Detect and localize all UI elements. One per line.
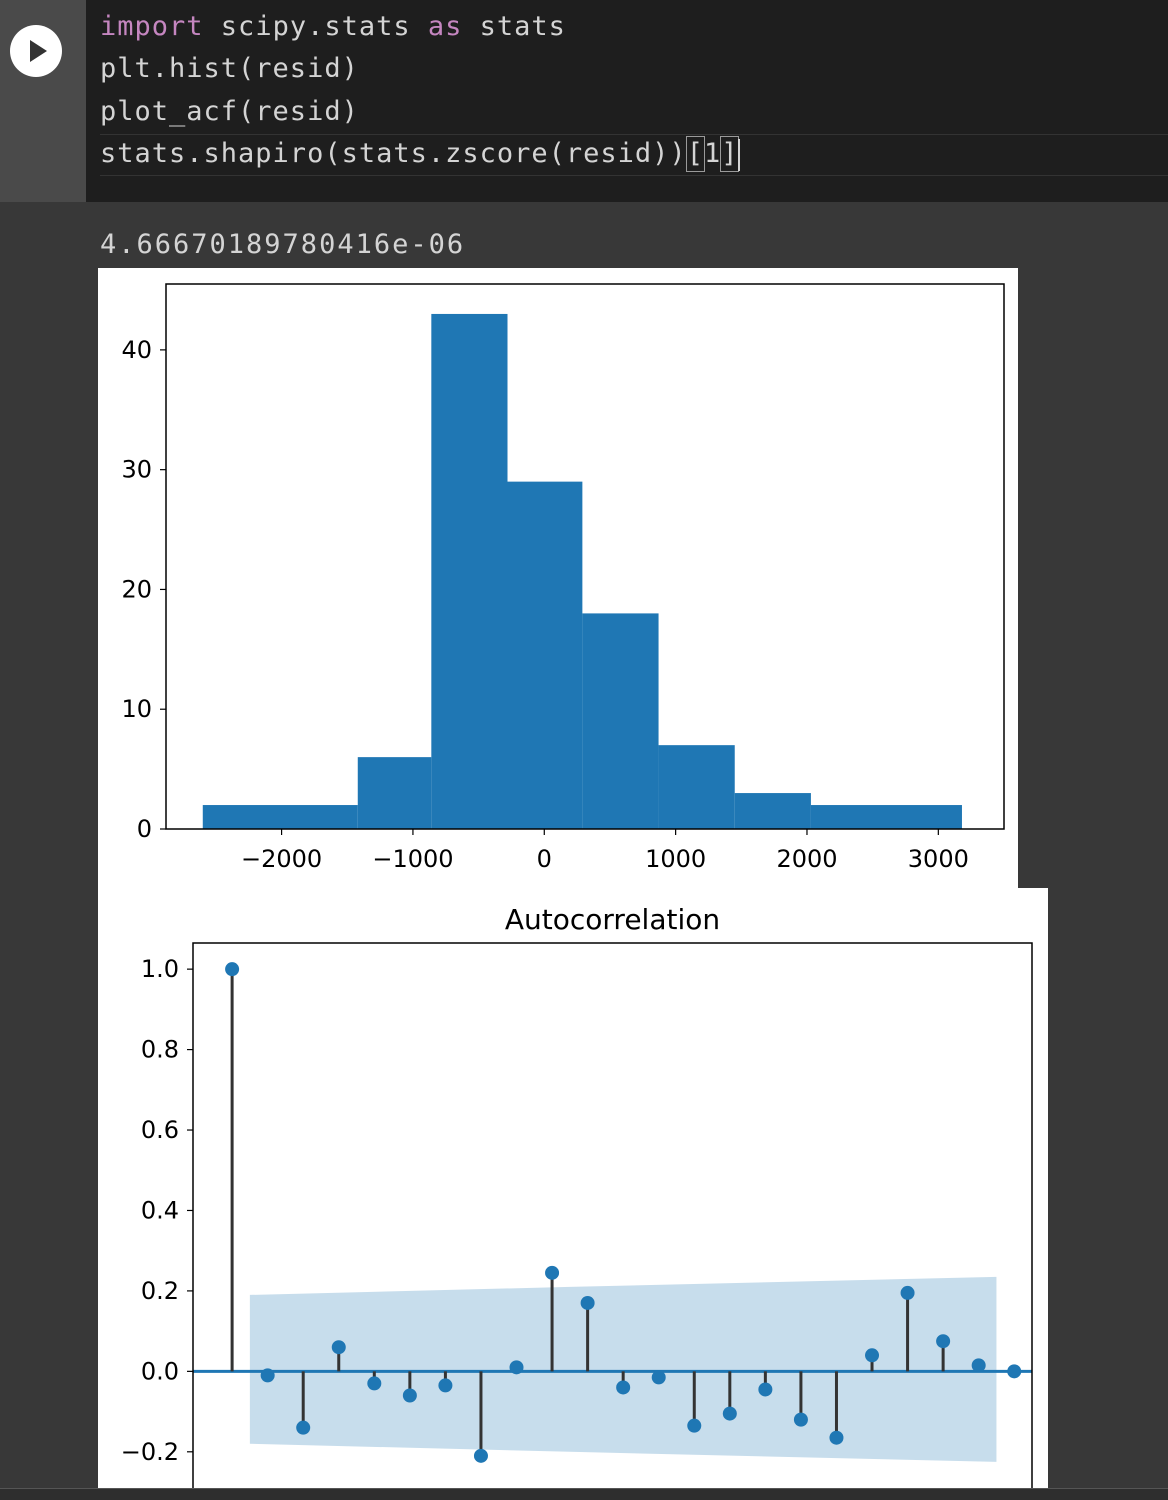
x-tick-label: −1000 <box>372 845 453 873</box>
acf-point-14 <box>722 1406 737 1421</box>
y-tick-label: 30 <box>121 456 152 484</box>
acf-figure: Autocorrelation −0.2 0.0 0.2 0.4 0.6 0.8 1.0 <box>98 888 1048 1488</box>
code-text: scipy.stats <box>203 11 428 42</box>
histogram-bar-6 <box>734 793 811 829</box>
y-tick-label: 0.0 <box>141 1357 179 1385</box>
plot-frame <box>165 283 1005 830</box>
acf-point-19 <box>900 1285 915 1300</box>
cell-output-value: 4.66670189780416e-06 <box>100 229 466 260</box>
y-tick-label: 10 <box>121 695 152 723</box>
acf-point-13 <box>687 1418 702 1433</box>
play-icon <box>12 27 60 75</box>
acf-point-6 <box>438 1378 453 1393</box>
acf-point-7 <box>473 1448 488 1463</box>
acf-point-3 <box>331 1340 346 1355</box>
x-tick-label: −2000 <box>241 845 322 873</box>
matched-bracket-close: ] <box>720 136 740 172</box>
code-line-3[interactable]: plot_acf(resid) <box>100 96 359 127</box>
acf-point-11 <box>616 1380 631 1395</box>
histogram-bar-7 <box>810 805 962 829</box>
run-cell-button[interactable] <box>10 25 62 77</box>
code-text: stats.shapiro(stats.zscore(resid)) <box>100 138 687 169</box>
cell-gutter <box>0 0 86 202</box>
histogram-bar-1 <box>357 757 432 829</box>
histogram-figure: −2000 −1000 0 1000 2000 3000 0 10 20 30 40 <box>98 268 1018 888</box>
histogram-bar-5 <box>658 745 735 829</box>
acf-point-17 <box>829 1430 844 1445</box>
acf-point-5 <box>402 1388 417 1403</box>
y-tick-label: −0.2 <box>121 1438 179 1466</box>
histogram-bar-2 <box>431 313 508 829</box>
current-line-highlight <box>100 134 1168 176</box>
y-tick-label: 0.2 <box>141 1277 179 1305</box>
histogram-bar-0 <box>202 805 358 829</box>
acf-point-8 <box>509 1360 524 1375</box>
acf-chart: Autocorrelation −0.2 0.0 0.2 0.4 0.6 0.8 1.0 <box>121 903 1033 1488</box>
x-tick-label: 3000 <box>908 845 969 873</box>
code-line-2[interactable]: plt.hist(resid) <box>100 53 359 84</box>
acf-point-4 <box>367 1376 382 1391</box>
histogram-bar-4 <box>582 613 659 829</box>
acf-point-15 <box>758 1382 773 1397</box>
acf-point-20 <box>936 1334 951 1349</box>
code-line-4[interactable]: stats.shapiro(stats.zscore(resid))[1] <box>100 133 741 175</box>
acf-point-12 <box>651 1370 666 1385</box>
code-editor[interactable]: import scipy.stats as stats plt.hist(res… <box>86 0 1168 202</box>
bottom-scrollbar-area <box>0 1488 1168 1500</box>
code-line-1[interactable]: import scipy.stats as stats <box>100 6 566 48</box>
acf-point-1 <box>260 1368 275 1383</box>
text-cursor <box>738 138 741 171</box>
y-tick-label: 0.4 <box>141 1196 179 1224</box>
matched-bracket-open: [ <box>685 136 705 172</box>
x-tick-label: 1000 <box>645 845 706 873</box>
confidence-band <box>249 1276 997 1462</box>
code-text: 1 <box>703 138 722 169</box>
acf-point-18 <box>865 1348 880 1363</box>
acf-point-16 <box>793 1412 808 1427</box>
keyword-import: import <box>100 11 204 42</box>
chart-title: Autocorrelation <box>505 903 720 936</box>
acf-point-0 <box>225 962 240 977</box>
plot-frame <box>192 942 1033 1488</box>
y-tick-label: 40 <box>121 336 152 364</box>
acf-point-22 <box>1007 1364 1022 1379</box>
code-text: stats <box>462 11 566 42</box>
acf-point-9 <box>545 1265 560 1280</box>
y-tick-label: 0.8 <box>141 1036 179 1064</box>
x-tick-label: 0 <box>537 845 552 873</box>
y-tick-label: 1.0 <box>141 955 179 983</box>
acf-point-2 <box>296 1420 311 1435</box>
x-tick-label: 2000 <box>776 845 837 873</box>
keyword-as: as <box>427 11 463 42</box>
y-tick-label: 0.6 <box>141 1116 179 1144</box>
histogram-chart: −2000 −1000 0 1000 2000 3000 0 10 20 30 40 <box>121 283 1005 873</box>
acf-point-21 <box>971 1358 986 1373</box>
histogram-bar-3 <box>507 481 583 829</box>
y-tick-label: 0 <box>137 815 152 843</box>
acf-point-10 <box>580 1295 595 1310</box>
y-tick-label: 20 <box>121 575 152 603</box>
